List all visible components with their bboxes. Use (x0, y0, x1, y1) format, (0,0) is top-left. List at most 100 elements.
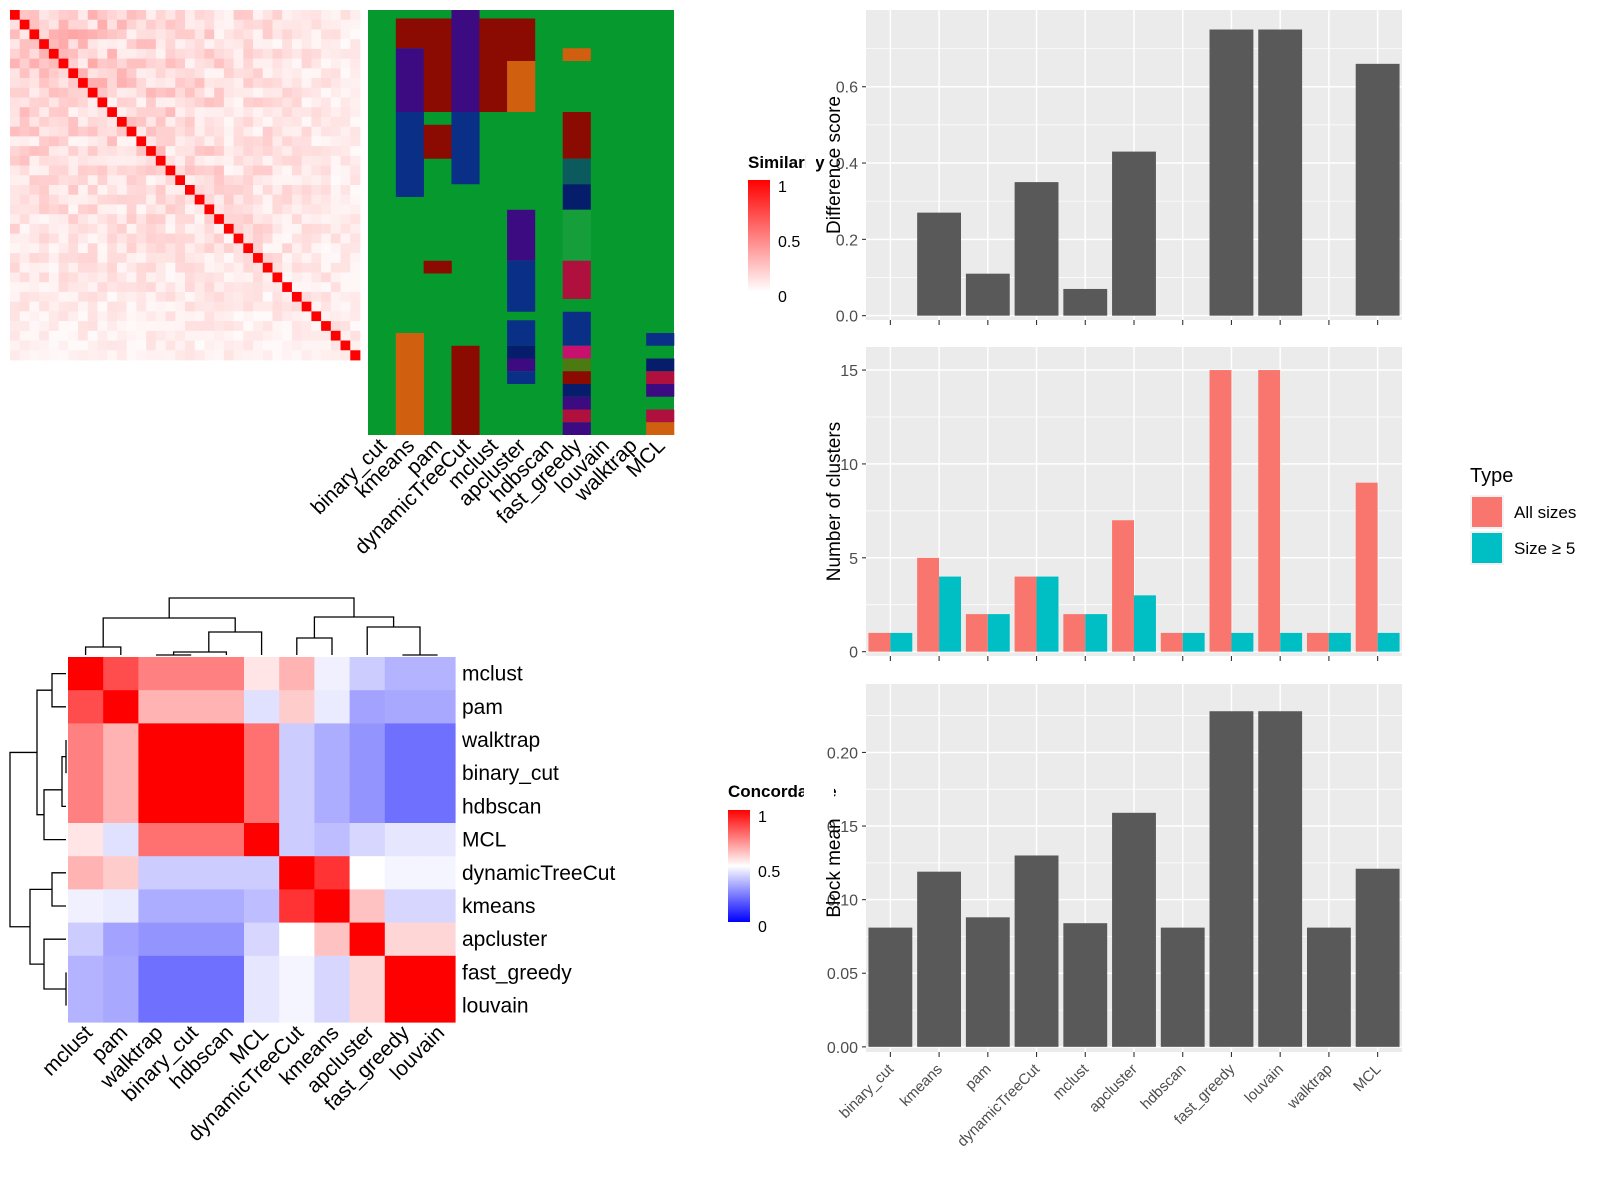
similarity-cell (253, 116, 264, 128)
concordance-cell (138, 823, 174, 857)
similarity-cell (58, 48, 69, 60)
similarity-cell (146, 330, 157, 341)
similarity-cell (301, 262, 312, 273)
similarity-cell (272, 330, 283, 341)
similarity-cell (175, 194, 186, 205)
concordance-cell (173, 657, 210, 691)
similarity-cell (272, 165, 283, 176)
similarity-cell (155, 194, 166, 205)
similarity-cell (282, 165, 293, 176)
similarity-cell (29, 29, 40, 40)
concordance-cell (173, 756, 210, 791)
similarity-cell (330, 39, 341, 50)
similarity-cell (223, 48, 235, 60)
similarity-cell (19, 185, 30, 196)
similarity-cell (126, 223, 137, 235)
similarity-cell (48, 282, 60, 293)
similarity-cell (340, 78, 351, 89)
similarity-cell (321, 301, 332, 312)
similarity-cell (311, 185, 322, 196)
similarity-cell (165, 29, 176, 40)
similarity-cell (126, 233, 137, 244)
similarity-cell (165, 78, 176, 89)
similarity-cell (204, 58, 215, 69)
bar (1209, 370, 1232, 652)
similarity-cell (243, 126, 254, 137)
similarity-cell (330, 175, 341, 186)
similarity-cell (29, 321, 40, 332)
concordance-cell (384, 756, 421, 791)
similarity-cell (330, 10, 341, 21)
similarity-cell (97, 155, 108, 166)
concordance-cell (208, 756, 245, 791)
similarity-cell (194, 155, 205, 166)
similarity-cell (136, 233, 147, 244)
similarity-cell (78, 10, 89, 21)
similarity-cell (136, 175, 147, 186)
similarity-cell (136, 68, 147, 79)
similarity-cell (214, 262, 225, 273)
similarity-cell (116, 126, 128, 137)
similarity-cell (136, 10, 147, 21)
similarity-cell (340, 39, 351, 50)
similarity-cell (97, 282, 108, 293)
similarity-cell (194, 39, 205, 50)
similarity-cell (291, 330, 303, 341)
similarity-cell (10, 223, 21, 235)
concordance-heatmap (68, 657, 456, 1023)
similarity-cell (87, 48, 98, 60)
y-tick-label: 0.05 (827, 966, 858, 983)
similarity-cell (175, 126, 186, 137)
concordance-legend-tick: 0.5 (758, 864, 780, 881)
concordance-cell (173, 823, 210, 857)
y-tick-label: 0.0 (836, 309, 858, 326)
similarity-cell (68, 175, 79, 186)
similarity-cell (97, 116, 108, 128)
similarity-cell (243, 165, 254, 176)
similarity-cell (301, 29, 312, 40)
similarity-cell (19, 311, 30, 322)
similarity-cell (58, 155, 69, 166)
similarity-cell (78, 340, 89, 351)
similarity-cell (291, 321, 303, 332)
similarity-cell (204, 48, 215, 60)
concordance-row-labels: mclustpamwalktrapbinary_cuthdbscanMCLdyn… (461, 663, 615, 1018)
similarity-cell (185, 19, 196, 30)
similarity-cell (78, 48, 89, 60)
similarity-cell (243, 39, 254, 50)
similarity-cell (58, 350, 69, 361)
similarity-cell (107, 155, 118, 166)
similarity-cell (311, 340, 322, 351)
concordance-cell (420, 955, 456, 990)
concordance-cell (279, 657, 315, 691)
similarity-cell (262, 243, 273, 254)
similarity-cell (165, 175, 176, 186)
similarity-cell (126, 301, 137, 312)
similarity-cell (29, 97, 40, 108)
similarity-cell (155, 321, 166, 332)
similarity-cell (175, 116, 186, 128)
similarity-cell (282, 272, 293, 283)
concordance-cell (244, 922, 280, 957)
concordance-cell (384, 989, 421, 1023)
similarity-cell (19, 29, 30, 40)
similarity-cell (321, 321, 332, 332)
similarity-cell (146, 233, 157, 244)
similarity-cell (301, 10, 312, 21)
bar (917, 871, 962, 1047)
similarity-cell (175, 87, 186, 98)
similarity-cell (194, 321, 205, 332)
dendrogram-branch (43, 938, 66, 990)
similarity-cell (233, 58, 244, 69)
similarity-cell (10, 146, 21, 157)
similarity-cell (282, 39, 293, 50)
similarity-cell (29, 39, 40, 50)
similarity-cell (29, 165, 40, 176)
similarity-cell (39, 175, 50, 186)
concordance-cell (314, 756, 350, 791)
similarity-cell (282, 282, 293, 293)
concordance-cell (279, 723, 315, 757)
similarity-cell (301, 97, 312, 108)
similarity-cell (262, 10, 273, 21)
similarity-cell (116, 175, 128, 186)
